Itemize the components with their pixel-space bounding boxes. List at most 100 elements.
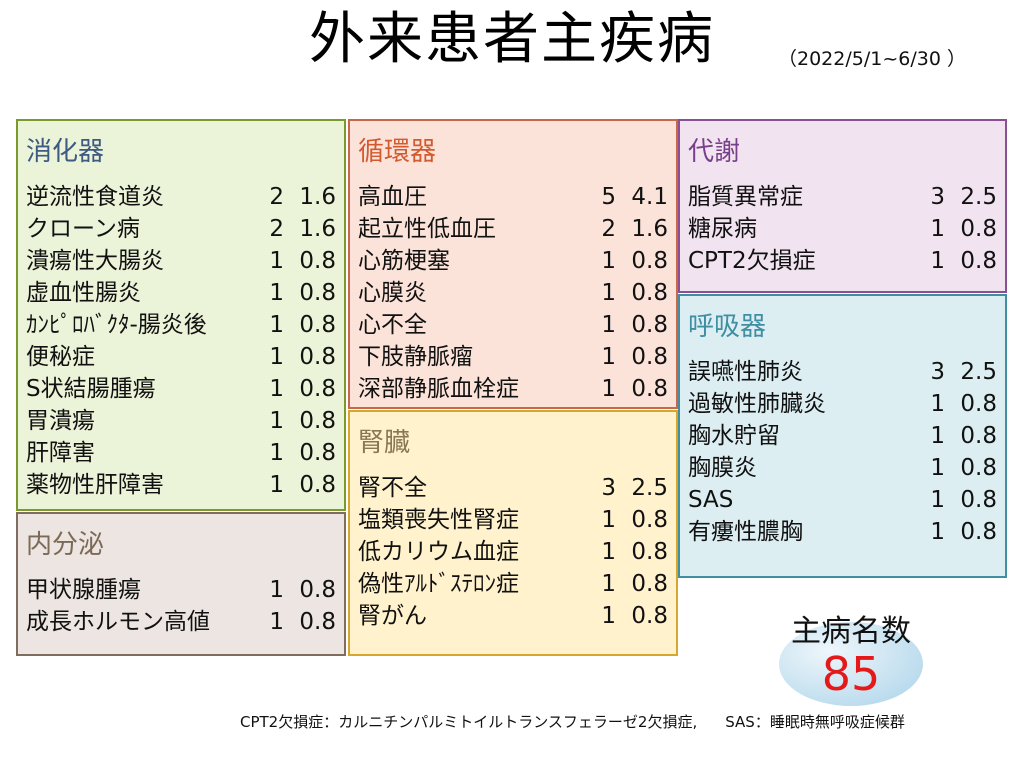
section-respiratory: 呼吸器 誤嚥性肺炎 3 2.5 過敏性肺臓炎 1 0.8 胸水貯留 1 0.8 胸膜炎 1 0.8 SA… [678, 294, 1007, 578]
disease-percent: 0.8 [299, 376, 336, 402]
section-digestive: 消化器 逆流性食道炎 2 1.6 クローン病 2 1.6 潰瘍性大腸炎 1 0.8 虚血性腸炎 1 0… [16, 119, 346, 511]
disease-count: 1 [601, 539, 616, 565]
disease-name: 潰瘍性大腸炎 [26, 248, 164, 274]
disease-name: 心不全 [358, 312, 427, 338]
disease-name: 心膜炎 [358, 280, 427, 306]
disease-row: 胸膜炎 1 0.8 [688, 452, 997, 484]
disease-row: 腎不全 3 2.5 [358, 472, 668, 504]
section-metabolic: 代謝 脂質異常症 3 2.5 糖尿病 1 0.8 CPT2欠損症 1 0.8 [678, 119, 1007, 293]
disease-percent: 0.8 [631, 312, 668, 338]
footnote-cpt2: CPT2欠損症：カルニチンパルミトイルトランスフェラーゼ2欠損症, [240, 713, 698, 731]
disease-list-digestive: 逆流性食道炎 2 1.6 クローン病 2 1.6 潰瘍性大腸炎 1 0.8 虚血性腸炎 1 0.8 ｶﾝ… [26, 181, 336, 501]
disease-percent: 2.5 [960, 359, 997, 385]
disease-name: 胃潰瘍 [26, 408, 95, 434]
disease-row: 心膜炎 1 0.8 [358, 277, 668, 309]
page-title: 外来患者主疾病 [309, 7, 715, 72]
disease-count: 2 [269, 216, 284, 242]
disease-row: 肝障害 1 0.8 [26, 437, 336, 469]
disease-percent: 1.6 [631, 216, 668, 242]
disease-list-respiratory: 誤嚥性肺炎 3 2.5 過敏性肺臓炎 1 0.8 胸水貯留 1 0.8 胸膜炎 1 0.8 SAS 1 0.… [688, 356, 997, 548]
period-label: （2022/5/1~6/30 ） [778, 48, 966, 70]
disease-name: 肝障害 [26, 440, 95, 466]
disease-count: 5 [601, 184, 616, 210]
disease-name: 糖尿病 [688, 216, 757, 242]
disease-name: 偽性ｱﾙﾄﾞｽﾃﾛﾝ症 [358, 571, 519, 597]
footnote: CPT2欠損症：カルニチンパルミトイルトランスフェラーゼ2欠損症, SAS：睡眠時… [240, 711, 905, 732]
disease-count: 1 [601, 312, 616, 338]
disease-percent: 2.5 [631, 475, 668, 501]
disease-name: 甲状腺腫瘍 [26, 577, 141, 603]
disease-row: 虚血性腸炎 1 0.8 [26, 277, 336, 309]
disease-count: 1 [269, 472, 284, 498]
disease-percent: 1.6 [299, 216, 336, 242]
disease-count: 3 [930, 359, 945, 385]
disease-name: 心筋梗塞 [358, 248, 450, 274]
disease-row: 起立性低血圧 2 1.6 [358, 213, 668, 245]
disease-row: CPT2欠損症 1 0.8 [688, 245, 997, 277]
disease-name: 有瘻性膿胸 [688, 519, 803, 545]
disease-name: CPT2欠損症 [688, 248, 816, 274]
disease-row: 誤嚥性肺炎 3 2.5 [688, 356, 997, 388]
disease-name: 成長ホルモン高値 [26, 609, 210, 635]
disease-percent: 1.6 [299, 184, 336, 210]
disease-count: 2 [601, 216, 616, 242]
disease-count: 1 [269, 376, 284, 402]
disease-count: 1 [930, 487, 945, 513]
section-endocrine: 内分泌 甲状腺腫瘍 1 0.8 成長ホルモン高値 1 0.8 [16, 512, 346, 656]
disease-name: 便秘症 [26, 344, 95, 370]
disease-percent: 2.5 [960, 184, 997, 210]
disease-count: 1 [269, 408, 284, 434]
disease-list-circulatory: 高血圧 5 4.1 起立性低血圧 2 1.6 心筋梗塞 1 0.8 心膜炎 1 0.8 心不全 1 0.8 下… [358, 181, 668, 405]
disease-percent: 0.8 [299, 440, 336, 466]
disease-row: 成長ホルモン高値 1 0.8 [26, 606, 336, 638]
disease-name: 高血圧 [358, 184, 427, 210]
disease-percent: 4.1 [631, 184, 668, 210]
disease-row: 便秘症 1 0.8 [26, 341, 336, 373]
disease-percent: 0.8 [299, 248, 336, 274]
disease-percent: 0.8 [960, 455, 997, 481]
disease-name: 下肢静脈瘤 [358, 344, 473, 370]
disease-name: 深部静脈血栓症 [358, 376, 519, 402]
disease-row: 心不全 1 0.8 [358, 309, 668, 341]
section-title-metabolic: 代謝 [688, 137, 741, 167]
disease-percent: 0.8 [631, 344, 668, 370]
disease-row: 塩類喪失性腎症 1 0.8 [358, 504, 668, 536]
disease-percent: 0.8 [299, 577, 336, 603]
disease-name: 脂質異常症 [688, 184, 803, 210]
disease-name: 腎がん [358, 603, 427, 629]
disease-count: 1 [930, 423, 945, 449]
disease-name: 誤嚥性肺炎 [688, 359, 803, 385]
disease-percent: 0.8 [631, 248, 668, 274]
disease-percent: 0.8 [299, 472, 336, 498]
disease-name: 胸膜炎 [688, 455, 757, 481]
disease-count: 1 [930, 455, 945, 481]
disease-percent: 0.8 [299, 609, 336, 635]
disease-percent: 0.8 [299, 344, 336, 370]
disease-percent: 0.8 [631, 571, 668, 597]
disease-list-metabolic: 脂質異常症 3 2.5 糖尿病 1 0.8 CPT2欠損症 1 0.8 [688, 181, 997, 277]
section-renal: 腎臓 腎不全 3 2.5 塩類喪失性腎症 1 0.8 低カリウム血症 1 0.8 偽性ｱﾙﾄﾞｽﾃ… [348, 410, 678, 656]
disease-row: 深部静脈血栓症 1 0.8 [358, 373, 668, 405]
disease-count: 1 [269, 248, 284, 274]
disease-name: 起立性低血圧 [358, 216, 496, 242]
disease-row: ｶﾝﾋﾟﾛﾊﾞｸﾀ-腸炎後 1 0.8 [26, 309, 336, 341]
disease-percent: 0.8 [631, 603, 668, 629]
disease-row: 逆流性食道炎 2 1.6 [26, 181, 336, 213]
disease-count: 1 [269, 312, 284, 338]
disease-percent: 0.8 [960, 487, 997, 513]
disease-name: ｶﾝﾋﾟﾛﾊﾞｸﾀ-腸炎後 [26, 312, 207, 338]
disease-percent: 0.8 [631, 376, 668, 402]
disease-count: 1 [269, 440, 284, 466]
section-circulatory: 循環器 高血圧 5 4.1 起立性低血圧 2 1.6 心筋梗塞 1 0.8 心膜炎 1 0.8 心不全 1… [348, 119, 678, 409]
total-value: 85 [821, 647, 881, 701]
disease-count: 3 [601, 475, 616, 501]
disease-name: S状結腸腫瘍 [26, 376, 156, 402]
disease-percent: 0.8 [960, 391, 997, 417]
disease-percent: 0.8 [299, 408, 336, 434]
disease-count: 1 [601, 376, 616, 402]
disease-row: 胃潰瘍 1 0.8 [26, 405, 336, 437]
disease-name: 逆流性食道炎 [26, 184, 164, 210]
disease-percent: 0.8 [960, 216, 997, 242]
disease-list-renal: 腎不全 3 2.5 塩類喪失性腎症 1 0.8 低カリウム血症 1 0.8 偽性ｱﾙﾄﾞｽﾃﾛﾝ症… [358, 472, 668, 632]
disease-row: 腎がん 1 0.8 [358, 600, 668, 632]
